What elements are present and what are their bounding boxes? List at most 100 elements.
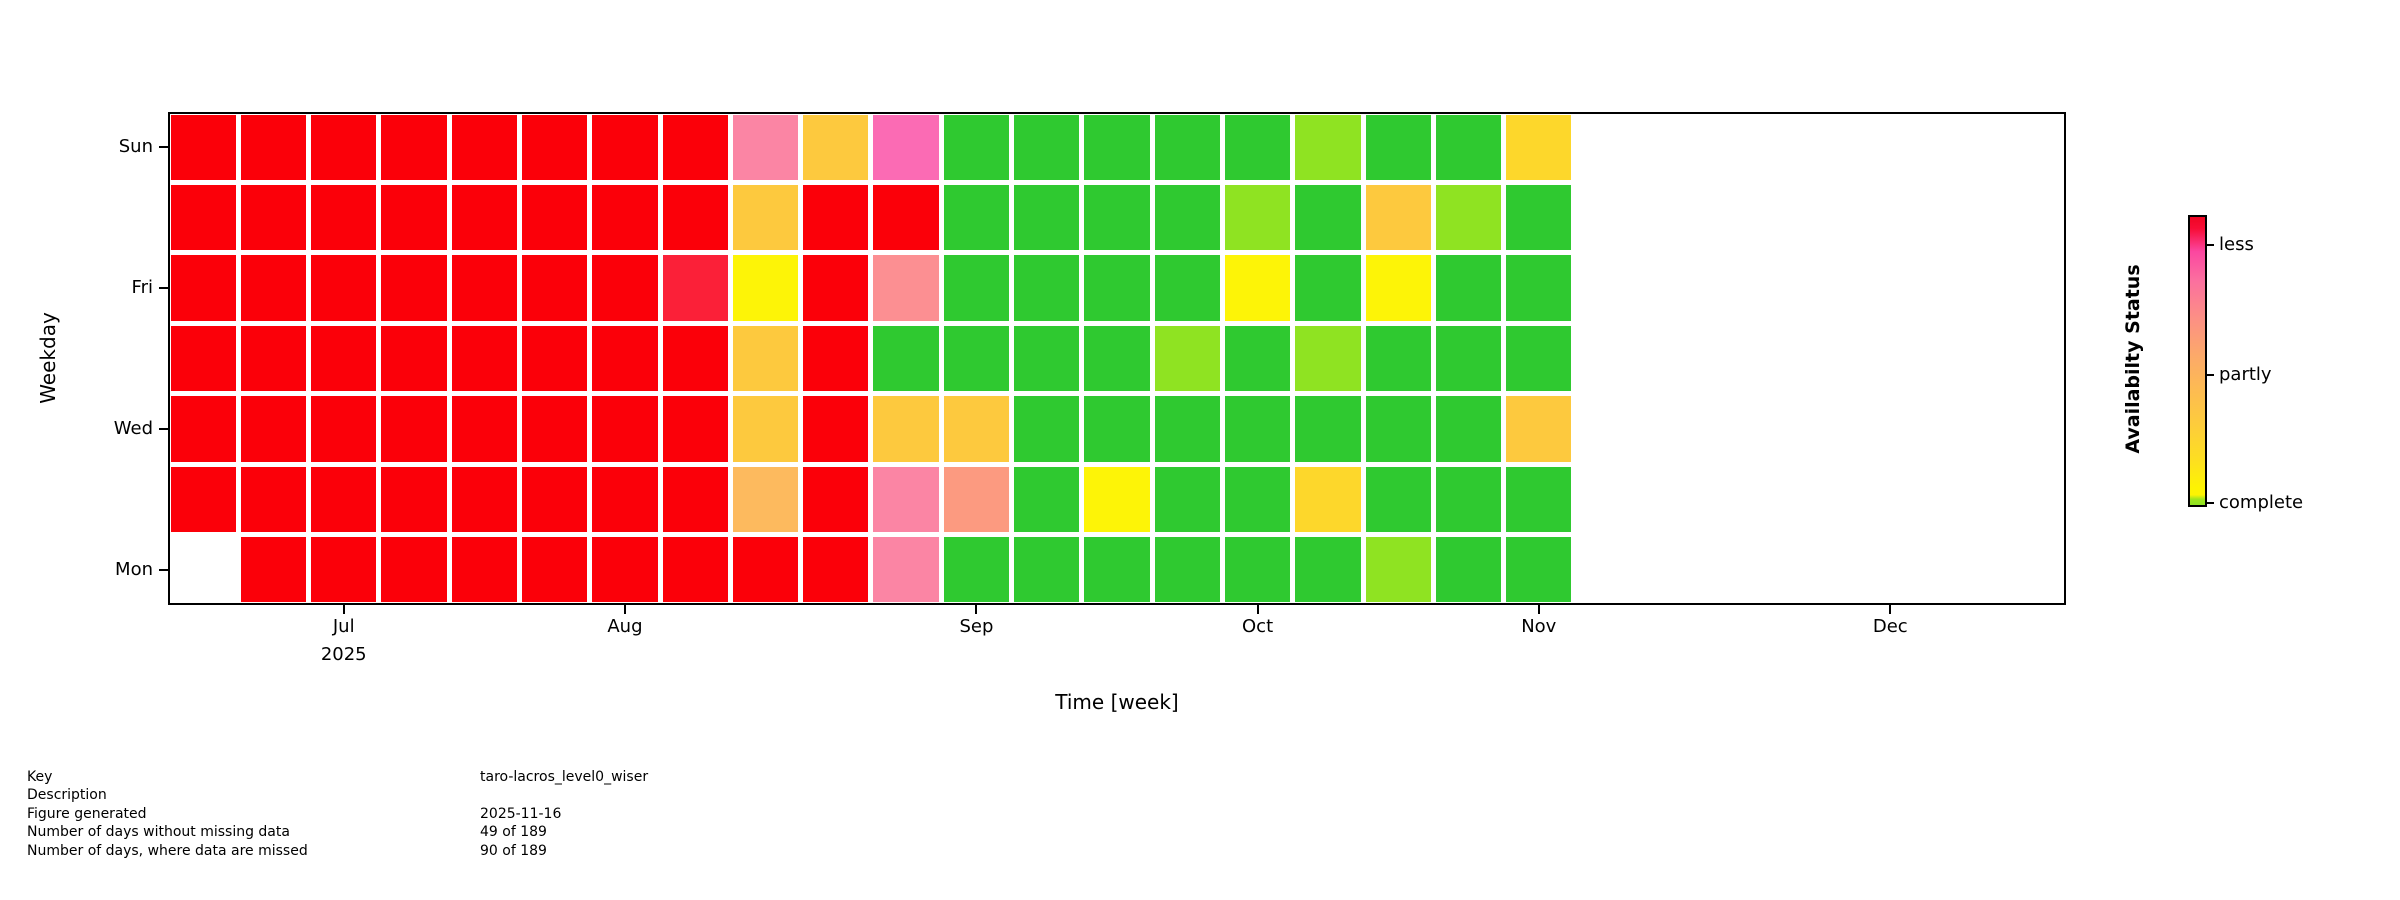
calendar-cell [873, 537, 939, 603]
calendar-cell [1365, 537, 1431, 603]
calendar-cell [732, 255, 799, 321]
calendar-cell [943, 184, 1010, 251]
x-tick-mark [623, 605, 626, 614]
calendar-cell [1154, 325, 1220, 392]
calendar-cell [311, 114, 377, 180]
calendar-cell [451, 466, 517, 533]
calendar-cell [732, 396, 799, 462]
calendar-cell [662, 325, 728, 392]
calendar-cell [170, 396, 236, 462]
calendar-cell [1154, 114, 1220, 180]
stats-value: taro-lacros_level0_wiser [480, 769, 649, 785]
calendar-cell [381, 325, 447, 392]
colorbar-tick-mark [2205, 374, 2214, 377]
y-axis-title: Weekday [36, 312, 60, 404]
calendar-cell [662, 396, 728, 462]
calendar-cell [1435, 537, 1502, 603]
calendar-cell [592, 537, 658, 603]
calendar-cell [803, 184, 869, 251]
y-tick-mark [159, 146, 168, 149]
calendar-cell [1084, 537, 1150, 603]
calendar-cell [1365, 466, 1431, 533]
y-tick-label: Mon [115, 558, 153, 580]
calendar-cell [381, 255, 447, 321]
calendar-cell [592, 325, 658, 392]
calendar-cell [1224, 466, 1291, 533]
calendar-cell [1365, 114, 1431, 180]
calendar-cell [592, 466, 658, 533]
stats-label: Key [27, 769, 53, 785]
calendar-cell [1014, 537, 1080, 603]
calendar-cell [170, 466, 236, 533]
calendar-cell [803, 114, 869, 180]
colorbar-tick-label: complete [2219, 492, 2304, 513]
calendar-cell [521, 255, 588, 321]
calendar-cell [1435, 466, 1502, 533]
calendar-cell [240, 114, 307, 180]
stats-value: 49 of 189 [480, 824, 547, 841]
calendar-cell [662, 537, 728, 603]
calendar-cell [451, 396, 517, 462]
calendar-cell [1295, 325, 1361, 392]
calendar-cell [662, 184, 728, 251]
calendar-cell [1154, 255, 1220, 321]
x-tick-mark [1537, 605, 1540, 614]
calendar-cell [592, 114, 658, 180]
x-tick-label: Dec [1872, 616, 1908, 637]
calendar-cell [1295, 255, 1361, 321]
calendar-cell [662, 114, 728, 180]
calendar-cell [521, 396, 588, 462]
calendar-cell [521, 184, 588, 251]
calendar-cell [451, 255, 517, 321]
calendar-cell [873, 466, 939, 533]
calendar-cell [311, 396, 377, 462]
calendar-cell [1014, 184, 1080, 251]
calendar-cell [1224, 184, 1291, 251]
calendar-cell [592, 184, 658, 251]
calendar-cell [732, 537, 799, 603]
calendar-cell [1014, 325, 1080, 392]
calendar-cell [240, 184, 307, 251]
calendar-cell [311, 537, 377, 603]
y-tick-mark [159, 568, 168, 571]
calendar-cell [1435, 325, 1502, 392]
colorbar-tick-label: partly [2219, 364, 2272, 386]
calendar-cell [311, 325, 377, 392]
stats-label: Number of days, where data are missed [27, 842, 308, 859]
calendar-cell [381, 537, 447, 603]
calendar-cell [311, 255, 377, 321]
x-tick-label: Aug [607, 616, 643, 637]
calendar-cell [311, 184, 377, 251]
calendar-cell [1506, 114, 1572, 180]
calendar-cell [1506, 325, 1572, 392]
calendar-cell [170, 325, 236, 392]
y-tick-mark [159, 427, 168, 430]
x-tick-year-label: 2025 [320, 644, 367, 665]
calendar-cell [1435, 184, 1502, 251]
y-tick-label: Fri [131, 277, 153, 299]
calendar-cell [1014, 255, 1080, 321]
calendar-cell [1014, 466, 1080, 533]
stats-label: Description [27, 787, 107, 804]
calendar-cell [803, 325, 869, 392]
calendar-cell [1154, 466, 1220, 533]
calendar-cell [1365, 255, 1431, 321]
calendar-cell [521, 114, 588, 180]
x-tick-mark [1889, 605, 1892, 614]
calendar-cell [1224, 537, 1291, 603]
calendar-cell [1154, 184, 1220, 251]
calendar-cell [943, 114, 1010, 180]
calendar-cell [732, 114, 799, 180]
calendar-cell [1435, 396, 1502, 462]
calendar-cell [451, 184, 517, 251]
calendar-cell [1084, 184, 1150, 251]
calendar-cell [873, 114, 939, 180]
x-tick-label: Sep [959, 616, 994, 637]
calendar-cell [1295, 537, 1361, 603]
calendar-cell [381, 184, 447, 251]
calendar-cell [943, 325, 1010, 392]
stats-label: Number of days without missing data [27, 824, 290, 841]
calendar-cell [1224, 396, 1291, 462]
calendar-cell [943, 396, 1010, 462]
calendar-cell [521, 537, 588, 603]
